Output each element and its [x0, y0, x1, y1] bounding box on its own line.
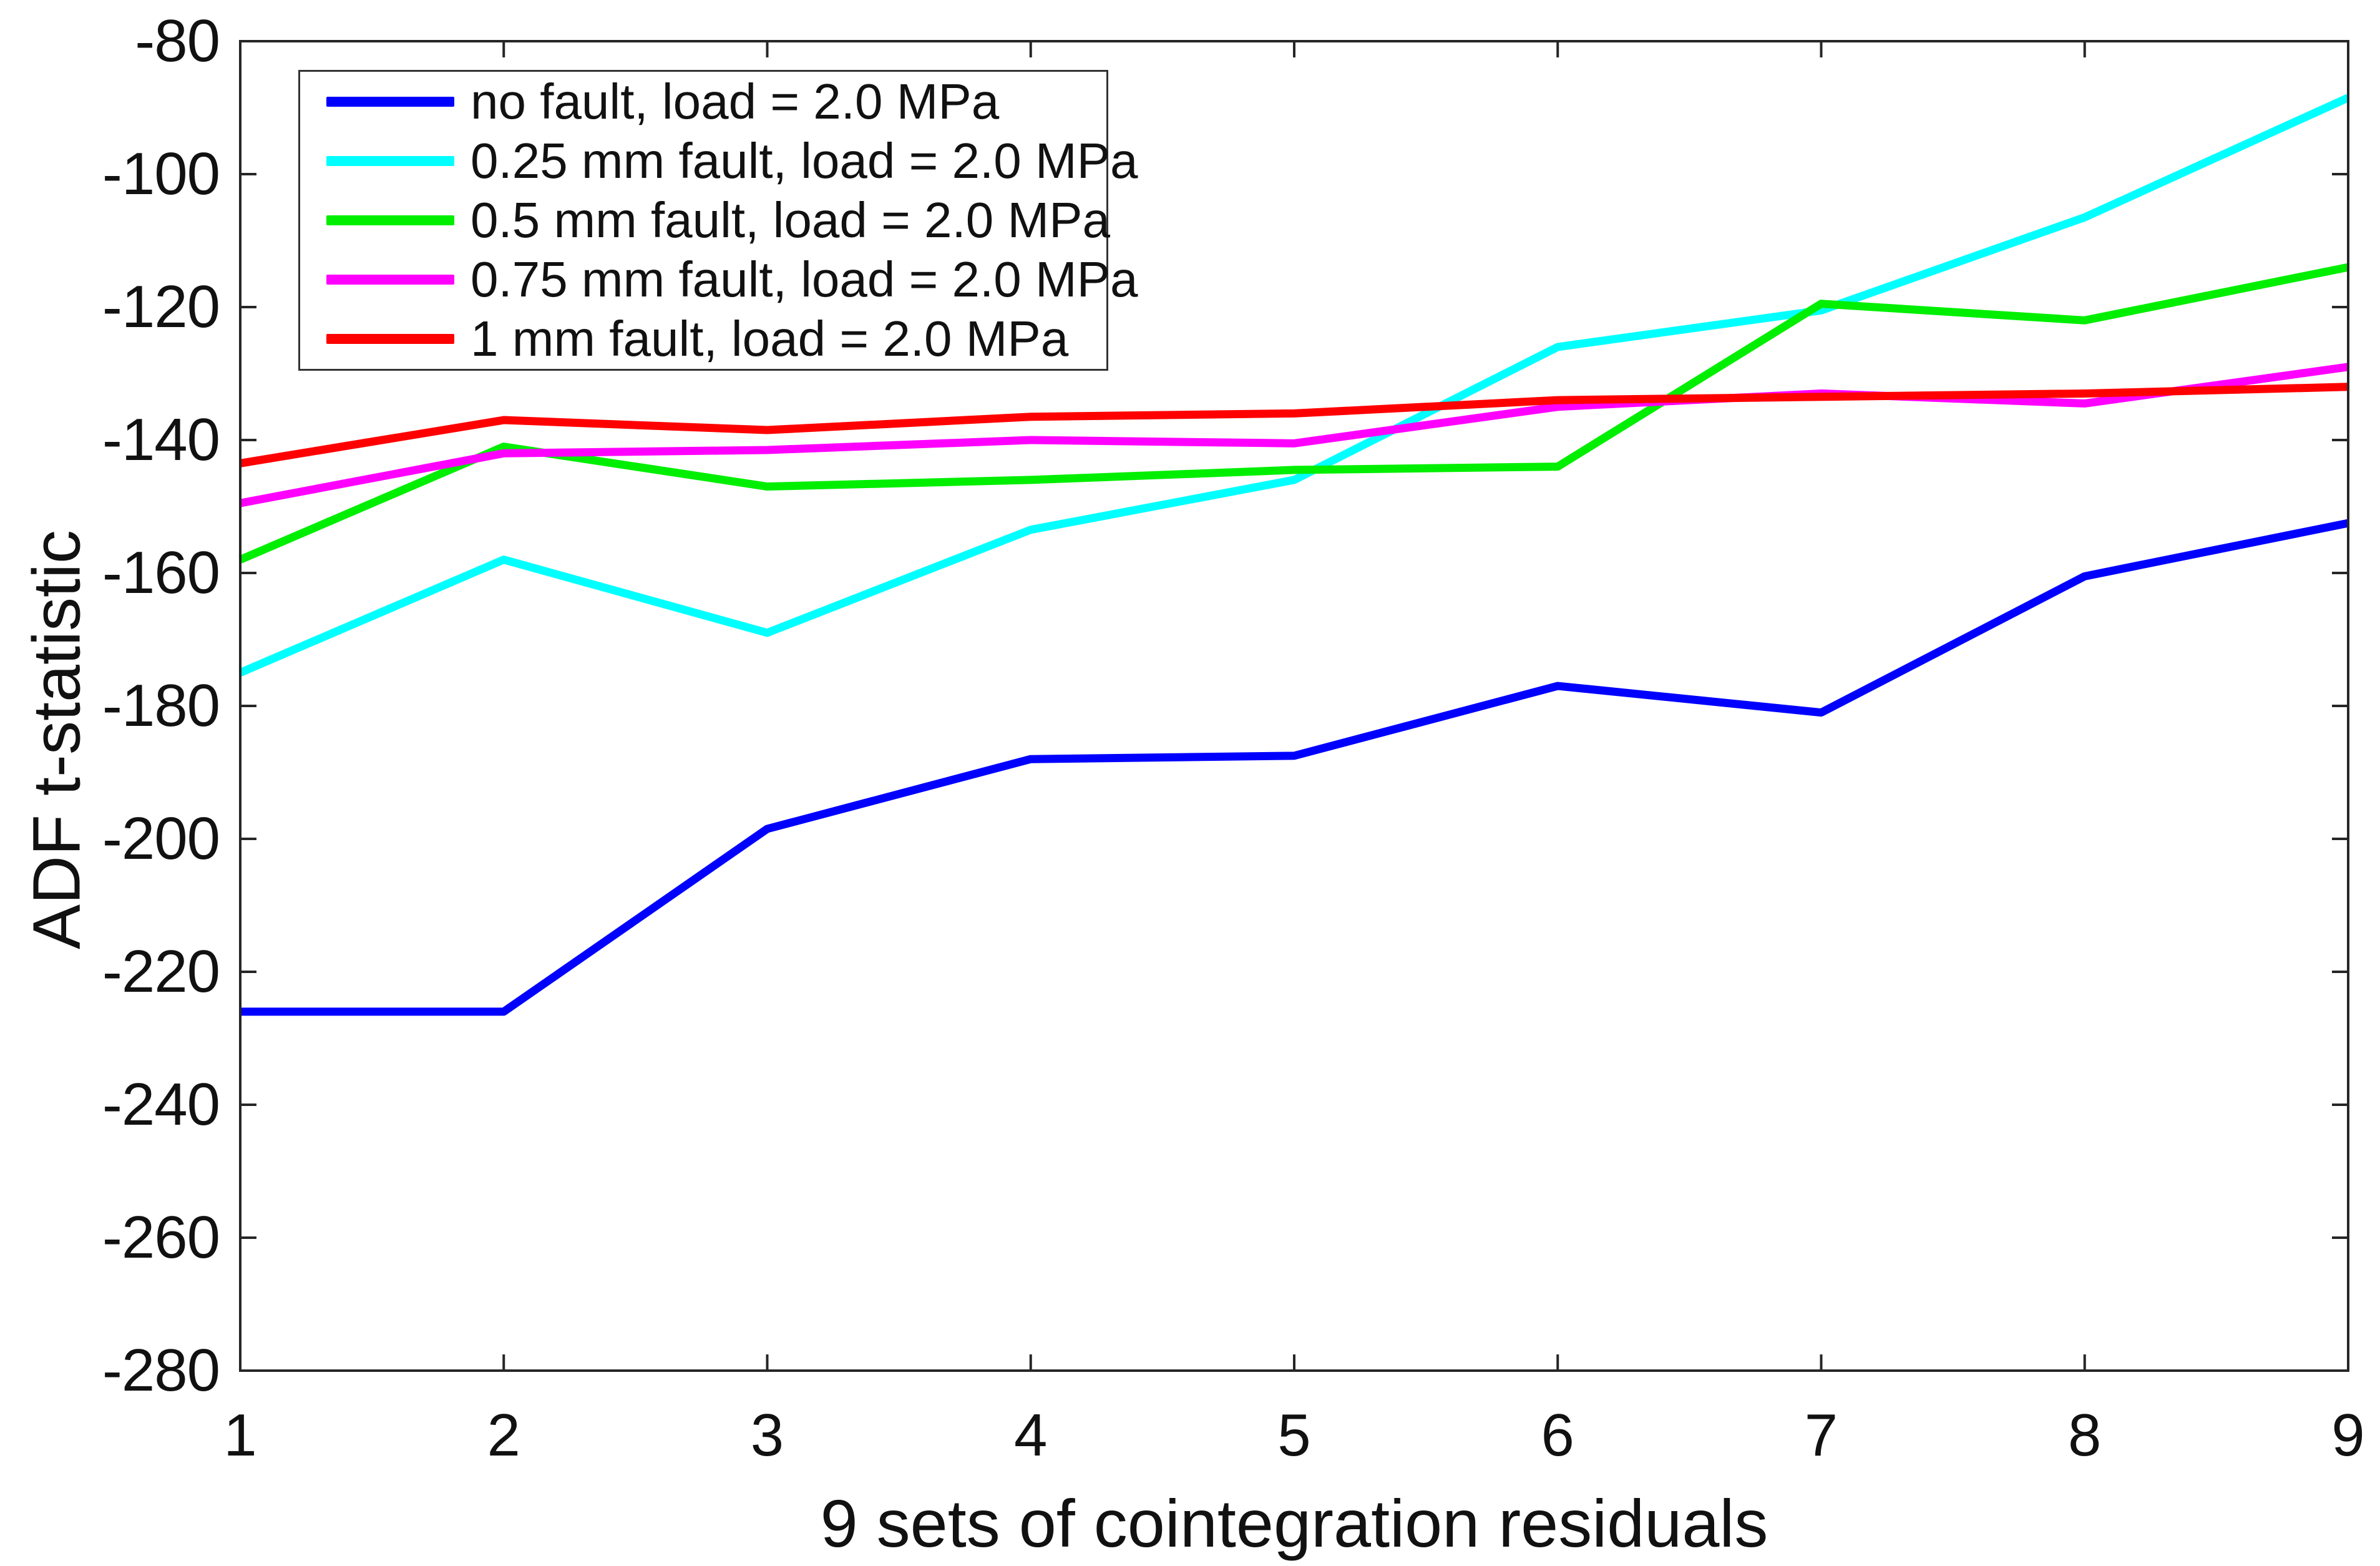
x-tick-label: 2 [487, 1402, 520, 1469]
x-tick-label: 4 [1014, 1402, 1048, 1469]
legend-label: 0.25 mm fault, load = 2.0 MPa [471, 132, 1138, 188]
y-tick-label: -80 [135, 7, 220, 74]
y-tick-label: -220 [102, 938, 220, 1005]
series-line-2 [238, 263, 2349, 564]
x-tick-label: 3 [750, 1402, 784, 1469]
legend: no fault, load = 2.0 MPa 0.25 mm fault, … [298, 70, 1138, 371]
legend-line-sample-cyan [326, 155, 454, 166]
legend-line-sample-blue [326, 96, 454, 107]
legend-label: 0.75 mm fault, load = 2.0 MPa [471, 252, 1138, 308]
legend-item-025mm-fault: 0.25 mm fault, load = 2.0 MPa [300, 133, 1138, 189]
series-line-0 [240, 519, 2349, 1016]
legend-label: 0.5 mm fault, load = 2.0 MPa [471, 192, 1110, 248]
x-axis-title: 9 sets of cointegration residuals [820, 1485, 1768, 1561]
y-tick-label: -200 [102, 805, 220, 872]
legend-item-no-fault: no fault, load = 2.0 MPa [300, 74, 1106, 130]
y-tick-label: -140 [102, 406, 220, 473]
y-tick-label: -160 [102, 539, 220, 606]
legend-line-sample-magenta [326, 275, 454, 285]
x-tick-label: 5 [1277, 1402, 1311, 1469]
legend-label: 1 mm fault, load = 2.0 MPa [471, 311, 1069, 367]
series-line-3 [239, 363, 2349, 507]
x-tick-label: 6 [1541, 1402, 1574, 1469]
legend-label: no fault, load = 2.0 MPa [471, 73, 1000, 129]
legend-line-sample-green [326, 215, 454, 225]
plot-box [239, 40, 2349, 1372]
y-tick-label: -260 [102, 1204, 220, 1271]
legend-item-1mm-fault: 1 mm fault, load = 2.0 MPa [300, 311, 1106, 367]
series-line-1 [238, 94, 2350, 677]
x-tick-label: 9 [2331, 1402, 2365, 1469]
legend-line-sample-red [326, 334, 454, 345]
y-axis-title: ADF t-statistic [18, 529, 94, 950]
y-tick-label: -120 [102, 273, 220, 340]
legend-item-075mm-fault: 0.75 mm fault, load = 2.0 MPa [300, 252, 1138, 308]
x-tick-label: 7 [1804, 1402, 1838, 1469]
y-tick-label: -280 [102, 1337, 220, 1404]
legend-item-05mm-fault: 0.5 mm fault, load = 2.0 MPa [300, 192, 1110, 248]
y-tick-label: -180 [102, 672, 220, 739]
y-tick-label: -100 [102, 140, 220, 207]
x-tick-label: 1 [223, 1402, 257, 1469]
series-line-4 [239, 383, 2349, 467]
y-tick-label: -240 [102, 1071, 220, 1138]
x-tick-label: 8 [2068, 1402, 2102, 1469]
